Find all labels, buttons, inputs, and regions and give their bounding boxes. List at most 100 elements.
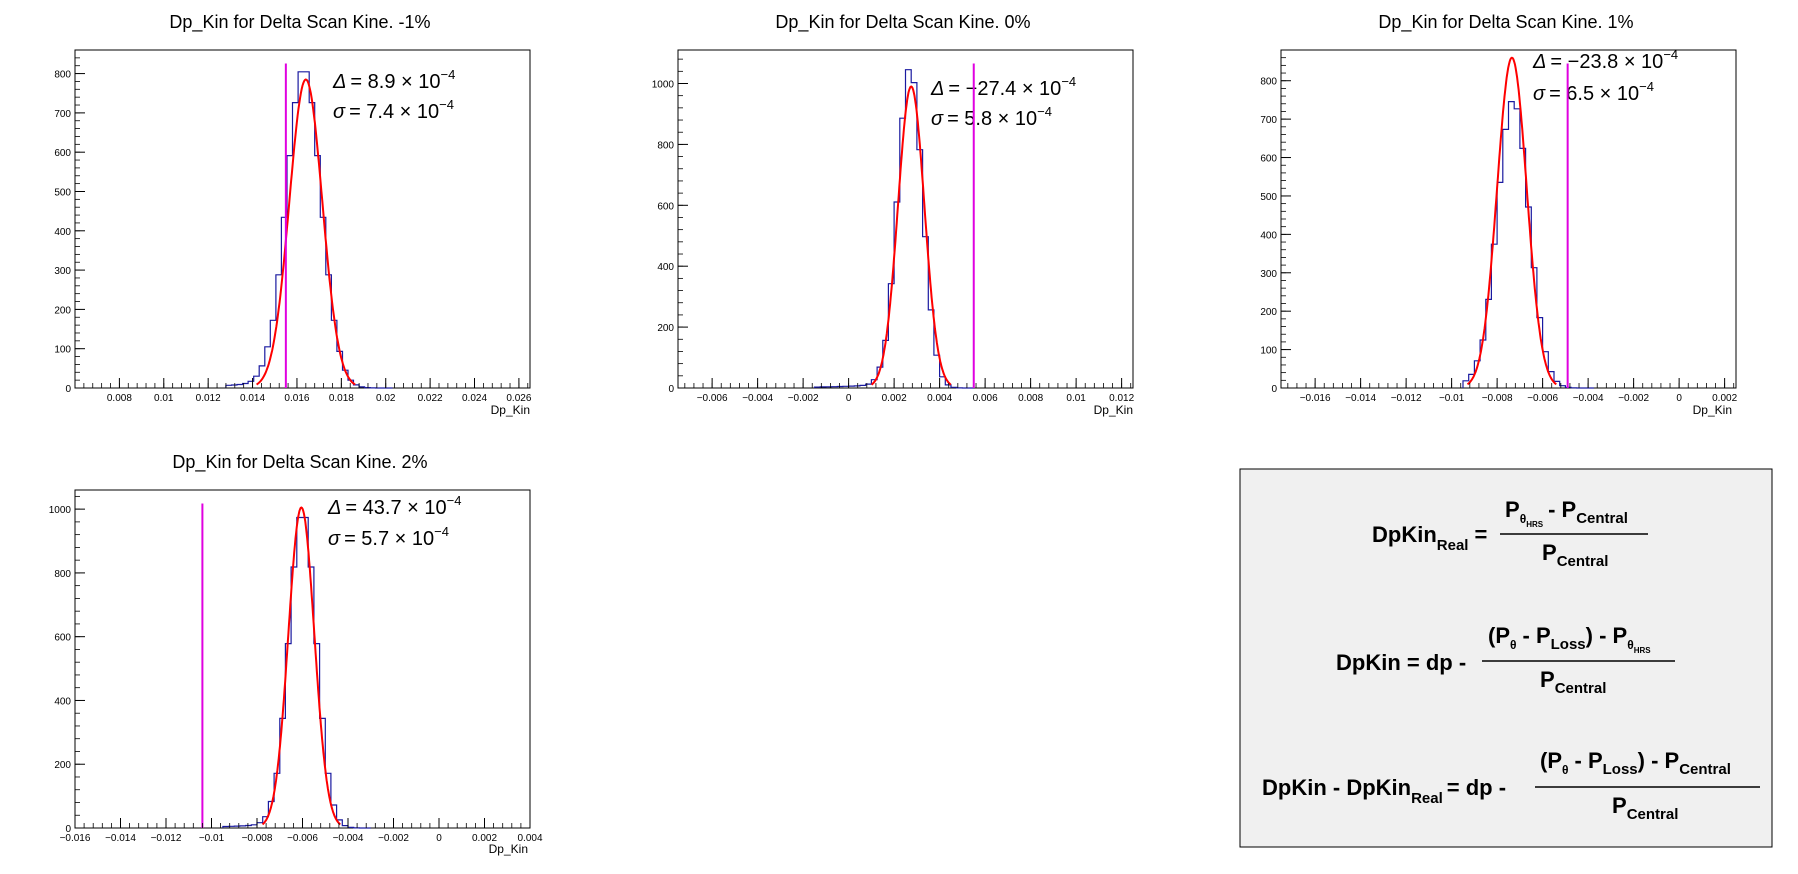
y-tick-label: 600 [1260,154,1277,165]
delta-annotation: Δ = −23.8 × 10−4 [1532,47,1678,73]
y-tick-label: 600 [54,148,71,159]
gaussian-fit-curve [256,78,356,386]
sigma-annotation: σ = 5.8 × 10−4 [931,104,1052,130]
x-tick-label: 0.004 [927,393,952,404]
histogram-panel-0: Dp_Kin for Delta Scan Kine. 0% Dp_Kin Δ =… [652,12,1135,417]
y-tick-label: 500 [1260,192,1277,203]
x-tick-label: 0.026 [506,393,531,404]
plot-frame [74,49,531,389]
x-axis-title: Dp_Kin [1693,403,1732,417]
histogram-panel-plus1: Dp_Kin for Delta Scan Kine. 1% Dp_Kin Δ =… [1260,12,1737,417]
eq2-denominator: PCentral [1540,667,1606,697]
y-tick-label: 700 [54,109,71,120]
x-tick-label: 0 [436,833,442,844]
eq3-numerator: (Pθ - PLoss) - PCentral [1540,748,1731,778]
y-tick-label: 1000 [49,505,72,516]
y-tick-label: 200 [657,323,674,334]
x-tick-label: 0.008 [107,393,132,404]
x-tick-label: 0.018 [329,393,354,404]
x-tick-label: 0.01 [1066,393,1086,404]
eq1-denominator: PCentral [1542,540,1608,570]
x-tick-label: −0.002 [378,833,409,844]
panel-title: Dp_Kin for Delta Scan Kine. 2% [172,452,427,473]
y-tick-label: 0 [65,824,71,835]
x-tick-label: 0 [1676,393,1682,404]
y-tick-label: 600 [54,633,71,644]
x-tick-label: −0.008 [1482,393,1513,404]
x-tick-label: 0.022 [418,393,443,404]
histogram-series [222,516,371,829]
y-tick-label: 800 [1260,77,1277,88]
x-tick-label: −0.004 [1573,393,1604,404]
y-tick-label: 800 [54,569,71,580]
y-tick-label: 0 [1271,384,1277,395]
x-tick-label: −0.014 [1345,393,1376,404]
x-axis-title: Dp_Kin [489,842,528,856]
x-tick-label: 0.008 [1018,393,1043,404]
y-tick-label: 200 [1260,307,1277,318]
histogram-series [225,71,393,389]
x-tick-label: 0.002 [1712,393,1737,404]
x-tick-label: 0.016 [284,393,309,404]
x-axis-title: Dp_Kin [491,403,530,417]
y-tick-label: 300 [1260,269,1277,280]
x-tick-label: 0.02 [376,393,396,404]
x-tick-label: −0.01 [1439,393,1465,404]
equation-dpkin-difference: DpKin - DpKinReal = dp - (Pθ - PLoss) - PC… [1262,748,1760,823]
sigma-annotation: σ = 5.7 × 10−4 [328,524,449,550]
equation-dpkin: DpKin = dp - (Pθ - PLoss) - PθHRS PCentra… [1336,623,1675,697]
x-tick-label: −0.006 [697,393,728,404]
y-tick-label: 0 [65,384,71,395]
y-tick-label: 400 [54,696,71,707]
y-tick-label: 800 [657,140,674,151]
panel-title: Dp_Kin for Delta Scan Kine. 0% [775,12,1030,33]
x-tick-label: 0.004 [517,833,542,844]
x-tick-label: 0.012 [196,393,221,404]
x-tick-label: −0.002 [788,393,819,404]
x-tick-label: −0.006 [1527,393,1558,404]
x-tick-label: −0.012 [151,833,182,844]
gaussian-fit-curve [870,85,952,386]
x-tick-label: −0.002 [1618,393,1649,404]
plot-frame [74,489,531,829]
sigma-annotation: σ = 7.4 × 10−4 [333,97,454,123]
y-tick-label: 400 [54,227,71,238]
x-tick-label: 0.012 [1109,393,1134,404]
formula-box-background [1239,468,1773,848]
x-tick-label: −0.004 [333,833,364,844]
y-tick-label: 700 [1260,115,1277,126]
eq3-denominator: PCentral [1612,793,1678,823]
gaussian-fit-curve [1466,56,1557,386]
y-tick-label: 500 [54,187,71,198]
delta-annotation: Δ = 43.7 × 10−4 [327,493,461,519]
x-tick-label: 0.002 [472,833,497,844]
histogram-panel-plus2: Dp_Kin for Delta Scan Kine. 2% Dp_Kin Δ =… [49,452,543,856]
x-tick-label: −0.014 [105,833,136,844]
equation-dpkin-real: DpKinReal = PθHRS- PCentral PCentral [1372,497,1648,570]
x-tick-label: 0.006 [973,393,998,404]
y-tick-label: 0 [668,384,674,395]
y-tick-label: 1000 [652,79,675,90]
x-tick-label: −0.004 [742,393,773,404]
x-tick-label: −0.01 [199,833,225,844]
y-tick-label: 100 [1260,346,1277,357]
x-tick-label: 0.024 [462,393,487,404]
y-tick-label: 300 [54,266,71,277]
x-tick-label: 0 [846,393,852,404]
plot-frame [1280,49,1737,389]
eq2-lhs: DpKin = dp - [1336,650,1466,675]
delta-annotation: Δ = 8.9 × 10−4 [332,67,455,93]
x-tick-label: −0.012 [1391,393,1422,404]
y-tick-label: 400 [1260,230,1277,241]
y-tick-label: 100 [54,345,71,356]
x-tick-label: 0.014 [240,393,265,404]
x-tick-label: −0.016 [1300,393,1331,404]
eq3-lhs: DpKin - DpKinReal = dp - [1262,775,1506,807]
panel-title: Dp_Kin for Delta Scan Kine. 1% [1378,12,1633,33]
y-tick-label: 800 [54,70,71,81]
eq1-numerator: PθHRS- PCentral [1505,497,1628,529]
formula-box: DpKinReal = PθHRS- PCentral PCentral DpKi… [1239,468,1773,848]
x-tick-label: −0.008 [242,833,273,844]
x-tick-label: −0.016 [60,833,91,844]
